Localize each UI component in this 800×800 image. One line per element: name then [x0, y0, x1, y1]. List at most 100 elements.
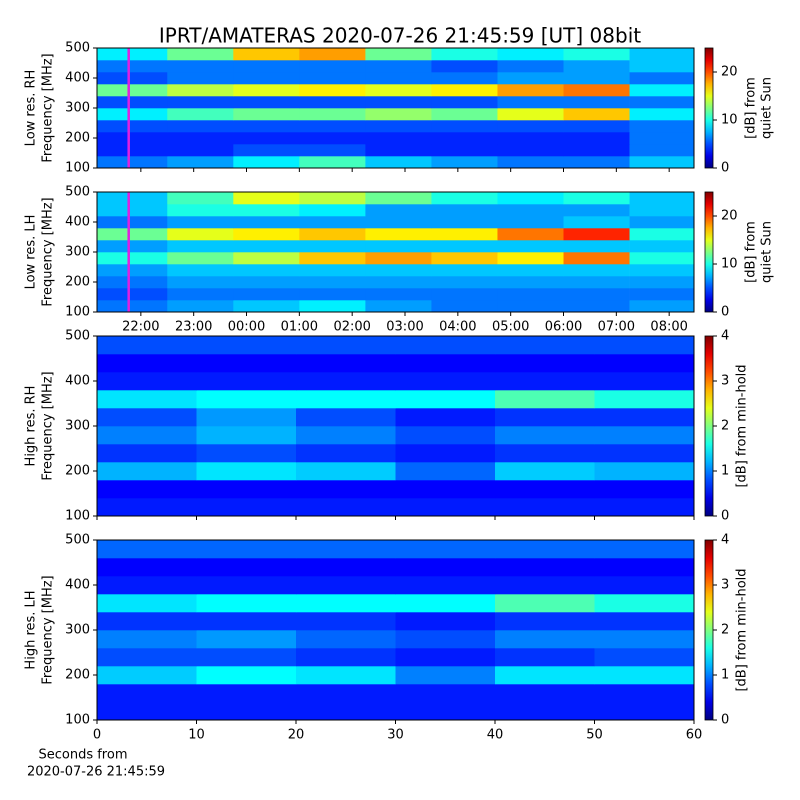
heatmap-cell — [97, 594, 197, 613]
heatmap-cell — [97, 498, 197, 517]
heatmap-cell — [233, 276, 300, 289]
heatmap-cell — [97, 72, 168, 85]
heatmap-cell — [233, 156, 300, 169]
heatmap-cell — [97, 216, 168, 229]
heatmap-cell — [167, 96, 234, 109]
colorbar-label: [dB] from min-hold — [735, 568, 750, 691]
heatmap-cell — [431, 60, 498, 73]
heatmap-cell — [629, 84, 695, 97]
heatmap-cell — [594, 630, 695, 649]
heatmap-cell — [365, 84, 432, 97]
heatmap-cell — [629, 192, 695, 205]
y-axis-label: High res. RH — [24, 386, 39, 467]
heatmap-cell — [495, 390, 595, 409]
heatmap-cell — [495, 408, 595, 427]
heatmap-cell — [495, 648, 595, 667]
heatmap-cell — [395, 666, 496, 685]
heatmap-cell — [196, 480, 297, 499]
heatmap-cell — [495, 372, 595, 391]
heatmap-cell — [431, 276, 498, 289]
heatmap-cell — [497, 288, 564, 301]
y-axis-label: Frequency [MHz] — [41, 197, 56, 306]
heatmap-cell — [365, 252, 432, 265]
heatmap-cell — [563, 120, 630, 133]
heatmap-cell — [196, 576, 297, 595]
heatmap-cell — [594, 372, 695, 391]
y-axis-label: High res. LH — [24, 590, 39, 669]
y-tick-label: 100 — [65, 161, 90, 176]
heatmap-cell — [365, 228, 432, 241]
heatmap-cell — [365, 288, 432, 301]
heatmap-cell — [495, 666, 595, 685]
heatmap-cell — [395, 558, 496, 577]
heatmap-cell — [563, 108, 630, 121]
heatmap-cell — [97, 666, 197, 685]
heatmap-cell — [497, 144, 564, 157]
heatmap-cell — [196, 462, 297, 481]
heatmap-cell — [299, 132, 366, 145]
heatmap-cell — [296, 630, 396, 649]
heatmap-cell — [563, 276, 630, 289]
heatmap-cell — [296, 354, 396, 373]
heatmap-cell — [296, 558, 396, 577]
heatmap-cell — [365, 144, 432, 157]
heatmap-cell — [97, 96, 168, 109]
heatmap-cell — [629, 120, 695, 133]
heatmap-cell — [495, 702, 595, 721]
heatmap-cell — [233, 144, 300, 157]
heatmap-cell — [167, 300, 234, 313]
heatmap-cell — [97, 156, 168, 169]
heatmap-cell — [431, 156, 498, 169]
heatmap-cell — [594, 702, 695, 721]
heatmap-cell — [296, 684, 396, 703]
heatmap-cell — [196, 372, 297, 391]
heatmap-cell — [299, 72, 366, 85]
heatmap-cell — [629, 60, 695, 73]
heatmap-cell — [563, 264, 630, 277]
heatmap-cell — [629, 108, 695, 121]
colorbar-tick-label: 20 — [721, 209, 738, 224]
heatmap-cell — [97, 354, 197, 373]
heatmap-cell — [629, 216, 695, 229]
x-tick-label: 0 — [93, 728, 101, 743]
heatmap-cell — [296, 426, 396, 445]
heatmap-cell — [497, 276, 564, 289]
heatmap-cell — [365, 132, 432, 145]
heatmap-cell — [299, 192, 366, 205]
heatmap-cell — [365, 300, 432, 313]
y-tick-label: 200 — [65, 131, 90, 146]
x-tick-label: 08:00 — [650, 320, 687, 335]
heatmap-cell — [497, 204, 564, 217]
heatmap-cell — [395, 540, 496, 559]
heatmap-cell — [431, 288, 498, 301]
heatmap-cell — [196, 594, 297, 613]
heatmap-cell — [196, 336, 297, 355]
heatmap-cell — [594, 612, 695, 631]
heatmap-cell — [497, 264, 564, 277]
heatmap-cell — [167, 108, 234, 121]
heatmap-cell — [365, 72, 432, 85]
heatmap-cell — [495, 576, 595, 595]
heatmap-cell — [495, 684, 595, 703]
heatmap-cell — [167, 84, 234, 97]
y-tick-label: 200 — [65, 275, 90, 290]
colorbar-tick-label: 4 — [721, 329, 729, 344]
heatmap-cell — [629, 144, 695, 157]
heatmap-cell — [629, 240, 695, 253]
x-tick-label: 07:00 — [598, 320, 635, 335]
heatmap-cell — [563, 144, 630, 157]
x-tick-label: 05:00 — [492, 320, 529, 335]
colorbar-tick-label: 2 — [721, 623, 729, 638]
heatmap-cell — [495, 612, 595, 631]
heatmap-cell — [497, 48, 564, 61]
heatmap-cell — [495, 498, 595, 517]
heatmap-cell — [97, 48, 168, 61]
heatmap-cell — [497, 72, 564, 85]
heatmap-cell — [296, 612, 396, 631]
heatmap-cell — [395, 648, 496, 667]
x-tick-label: 06:00 — [545, 320, 582, 335]
heatmap-cell — [299, 240, 366, 253]
heatmap-cell — [97, 462, 197, 481]
x-tick-label: 30 — [387, 728, 404, 743]
heatmap-cell — [97, 120, 168, 133]
